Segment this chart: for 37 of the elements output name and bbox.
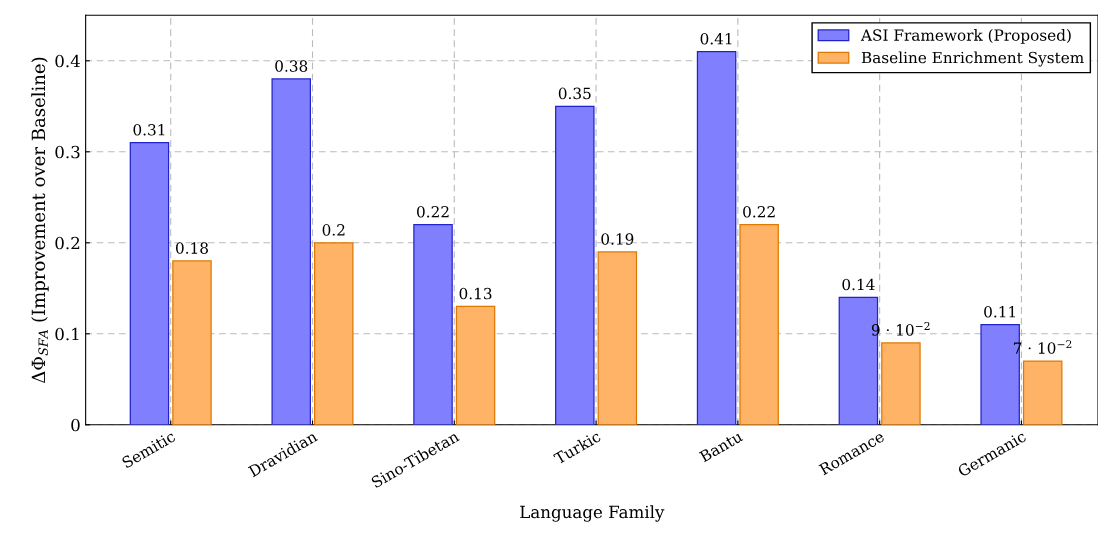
bar [455, 305, 496, 425]
x-axis-title: Language Family [520, 505, 665, 522]
data-label: 0.14 [842, 278, 875, 291]
data-label: 0.22 [743, 205, 775, 218]
data-label: 0.19 [601, 233, 634, 245]
y-tick-label: 0 [71, 418, 80, 432]
bar [739, 223, 779, 425]
data-label: 0.13 [459, 287, 492, 300]
data-label: 0.35 [558, 87, 591, 100]
y-tick-label: 0.4 [55, 54, 80, 68]
bar [838, 296, 879, 425]
bar [271, 78, 312, 425]
bar [413, 223, 453, 425]
bar [1022, 360, 1063, 425]
data-label: 0.11 [984, 306, 1016, 318]
bar [172, 260, 212, 425]
data-label: 0.38 [275, 60, 308, 72]
bar [597, 251, 638, 425]
bar [881, 342, 921, 425]
legend-label: Baseline Enrichment System [861, 51, 1084, 67]
y-axis-title: ΔΦ$_{SFA}$ (Improvement over Baseline) [31, 57, 49, 384]
data-label: 7 · 10$^{−2}$ [1013, 340, 1072, 354]
bar [314, 242, 354, 425]
data-label: 0.2 [322, 224, 345, 236]
data-label: 0.18 [175, 242, 208, 254]
y-tick-label: 0.1 [55, 327, 79, 341]
data-label: 0.31 [133, 124, 165, 136]
bar [696, 51, 737, 425]
data-label: 0.22 [417, 205, 449, 218]
y-tick-label: 0.3 [55, 145, 80, 159]
bar [555, 105, 595, 425]
data-label: 9 · 10$^{−2}$ [871, 321, 930, 336]
legend-label: ASI Framework (Proposed) [860, 29, 1071, 44]
bar [129, 142, 170, 425]
y-tick-label: 0.2 [55, 236, 80, 250]
bar [980, 324, 1020, 425]
data-label: 0.41 [700, 33, 732, 45]
